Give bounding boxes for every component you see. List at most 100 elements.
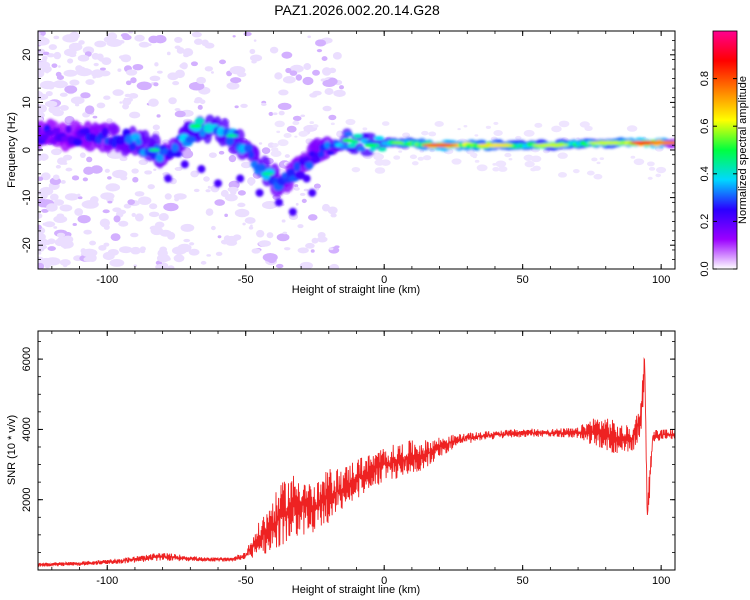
speckle: [417, 156, 425, 161]
spectrogram-y-tick-label: 10: [21, 96, 33, 108]
speckle: [303, 63, 312, 71]
speckle: [297, 247, 309, 254]
speckle: [299, 261, 313, 269]
speckle: [167, 72, 179, 81]
speckle: [148, 98, 159, 107]
speckle: [38, 176, 44, 182]
speckle: [362, 127, 368, 131]
speckle: [144, 170, 153, 175]
speckle: [655, 173, 662, 178]
speckle: [125, 80, 132, 86]
speckle: [92, 115, 98, 119]
band-core: [194, 117, 205, 125]
spectrogram-x-tick-label: 100: [652, 274, 670, 286]
speckle: [59, 104, 69, 111]
spectrogram-frame: [37, 30, 676, 270]
speckle: [96, 102, 106, 109]
band-core: [72, 137, 83, 147]
band-core: [326, 150, 335, 156]
speckle: [38, 198, 48, 206]
speckle: [53, 215, 68, 223]
speckle: [273, 151, 279, 156]
speckle: [274, 72, 283, 80]
speckle: [311, 237, 319, 244]
speckle: [48, 44, 58, 50]
speckle: [107, 200, 113, 204]
colorbar-tick-label: 0.6: [699, 119, 711, 134]
speckle: [312, 124, 319, 128]
speckle: [99, 218, 111, 228]
speckle: [419, 149, 425, 153]
speckle: [230, 77, 242, 84]
speckle: [374, 159, 385, 166]
speckle: [322, 105, 332, 112]
speckle: [118, 246, 133, 254]
speckle: [127, 199, 135, 205]
speckle: [457, 128, 461, 131]
speckle: [60, 240, 74, 249]
speckle: [374, 167, 386, 174]
speckle: [80, 92, 91, 99]
speckle: [136, 81, 152, 91]
speckle: [261, 201, 278, 210]
speckle: [62, 162, 68, 165]
colorbar: 0.0 0.2 0.4 0.6 0.8 Normalized spectral ampl…: [699, 30, 749, 277]
speckle: [153, 82, 159, 87]
speckle: [74, 103, 80, 107]
speckle: [64, 85, 78, 94]
band-peak: [148, 148, 161, 152]
speckle: [65, 167, 73, 172]
speckle: [190, 170, 199, 178]
speckle: [62, 154, 73, 161]
speckle: [106, 118, 113, 123]
band-streak: [214, 179, 223, 188]
speckle: [292, 115, 302, 121]
band-core: [347, 143, 357, 148]
band-core: [101, 127, 109, 138]
speckle: [56, 213, 65, 219]
speckle: [134, 191, 145, 197]
spectrogram-x-tick-label: -100: [96, 274, 118, 286]
speckle: [306, 81, 311, 85]
speckle: [152, 124, 160, 131]
band-core: [38, 124, 42, 135]
speckle: [247, 177, 256, 186]
speckle: [328, 114, 337, 121]
speckle: [278, 89, 289, 96]
spectrogram-x-axis-label: Height of straight line (km): [292, 284, 420, 296]
band-core: [377, 147, 387, 152]
speckle: [163, 202, 179, 212]
speckle: [45, 90, 53, 97]
speckle: [69, 79, 80, 86]
speckle: [63, 69, 78, 77]
speckle: [253, 39, 257, 42]
speckle: [120, 175, 128, 181]
speckle: [59, 259, 71, 266]
speckle: [38, 156, 43, 162]
speckle: [451, 158, 462, 165]
speckle: [269, 46, 279, 54]
speckle: [422, 155, 432, 161]
speckle: [315, 39, 327, 47]
speckle: [188, 248, 200, 256]
speckle: [332, 52, 342, 60]
speckle: [292, 120, 300, 126]
speckle: [240, 103, 248, 108]
band-peak: [587, 141, 624, 145]
snr-x-tick-label: 0: [381, 575, 387, 587]
speckle: [316, 188, 320, 191]
speckle: [307, 214, 318, 221]
speckle: [118, 220, 129, 227]
speckle: [207, 185, 211, 189]
speckle: [38, 213, 43, 219]
speckle: [42, 222, 47, 226]
speckle: [117, 68, 122, 72]
speckle: [194, 97, 203, 103]
speckle: [138, 41, 150, 48]
speckle: [149, 75, 161, 82]
speckle: [284, 154, 290, 158]
band-core: [324, 141, 331, 149]
speckle: [131, 168, 139, 174]
speckle: [310, 249, 315, 253]
